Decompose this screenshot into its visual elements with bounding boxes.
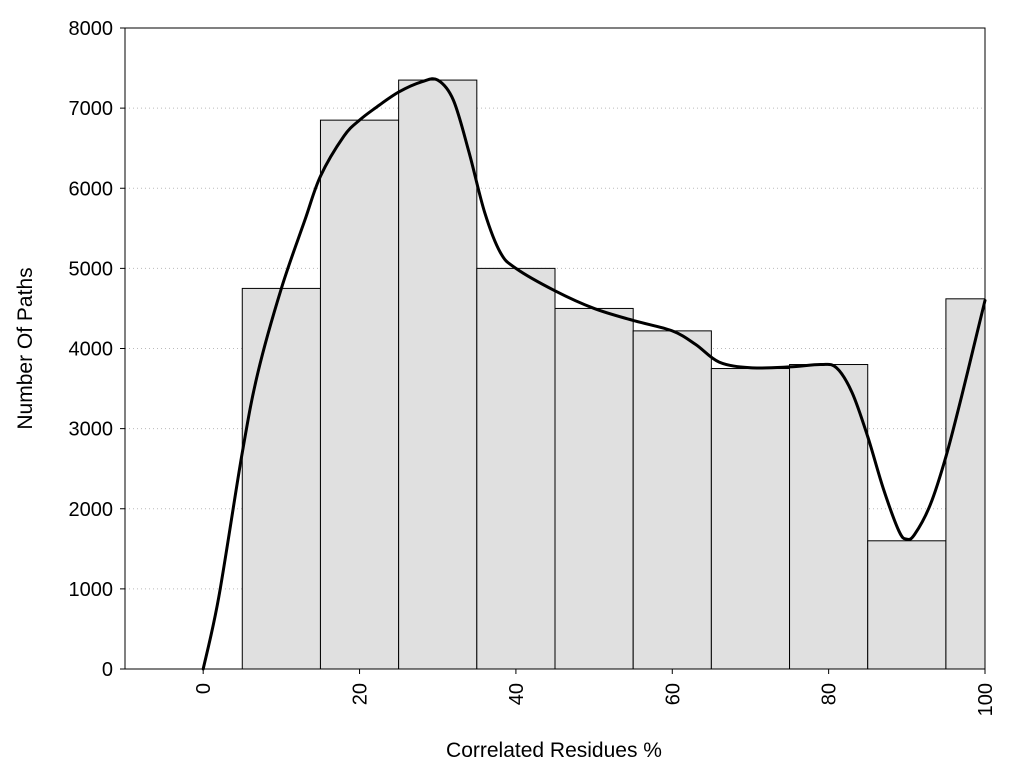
x-axis-ticks: 0 20 40 60 80 100: [193, 669, 997, 716]
histogram-bar: [867, 540, 947, 670]
histogram-bar: [476, 267, 556, 670]
histogram-bars: [241, 79, 986, 670]
histogram-bar: [398, 79, 478, 670]
x-tick-label: 20: [350, 683, 372, 705]
y-tick-label: 6000: [69, 178, 114, 200]
density-curve: [201, 77, 987, 671]
y-tick-label: 8000: [69, 18, 114, 40]
histogram-bar: [241, 287, 321, 670]
histogram-bar: [632, 330, 712, 670]
x-axis-title: Correlated Residues %: [446, 739, 662, 762]
histogram-bar: [710, 368, 791, 670]
histogram-bar: [554, 307, 634, 670]
y-tick-label: 5000: [69, 258, 114, 280]
y-tick-label: 4000: [69, 339, 114, 361]
y-tick-label: 7000: [69, 98, 114, 120]
y-tick-label: 3000: [69, 419, 114, 441]
x-tick-label: 80: [819, 683, 841, 705]
y-axis-ticks: 0 1000 2000 3000 4000 5000 6000 7000 8000: [69, 18, 125, 681]
histogram-bar: [319, 119, 400, 670]
x-tick-label: 60: [662, 683, 684, 705]
y-tick-label: 1000: [69, 579, 114, 601]
x-tick-label: 0: [193, 683, 215, 694]
x-tick-label: 40: [506, 683, 528, 705]
y-tick-label: 0: [102, 659, 113, 681]
histogram-bar: [945, 298, 986, 670]
y-tick-label: 2000: [69, 499, 114, 521]
x-tick-label: 100: [975, 683, 997, 716]
histogram-bar: [789, 364, 869, 670]
y-axis-title: Number Of Paths: [14, 267, 37, 429]
